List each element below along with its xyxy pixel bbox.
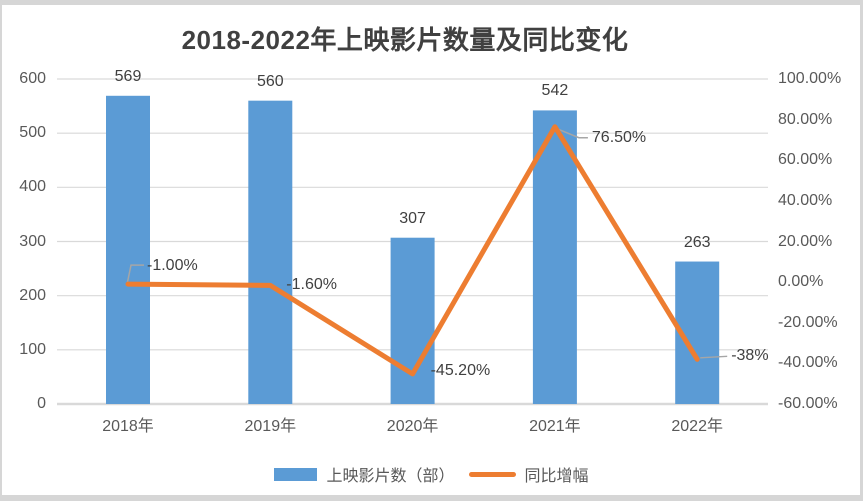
left-axis-tick: 500 bbox=[19, 124, 46, 142]
line-data-label: -45.20% bbox=[430, 361, 491, 379]
chart-title: 2018-2022年上映影片数量及同比变化 bbox=[181, 25, 629, 55]
leader-line-2018年 bbox=[126, 264, 144, 283]
bar-series-swatch bbox=[274, 467, 318, 481]
bar-data-label: 569 bbox=[114, 67, 142, 85]
line-data-label: -38% bbox=[731, 346, 769, 364]
right-axis-tick: 80.00% bbox=[778, 110, 833, 128]
x-axis-label: 2022年 bbox=[671, 418, 723, 435]
right-axis-tick: 100.00% bbox=[778, 70, 842, 87]
left-axis-tick: 100 bbox=[19, 340, 46, 358]
legend-item-line-series[interactable]: 同比增幅 bbox=[455, 462, 589, 486]
bar-series-label: 上映影片数（部） bbox=[326, 468, 455, 485]
left-axis-tick: 200 bbox=[19, 286, 46, 304]
left-axis-tick: 400 bbox=[19, 178, 46, 196]
left-axis-tick: 300 bbox=[19, 232, 46, 250]
bar-2019年[interactable] bbox=[248, 100, 293, 405]
left-axis-tick: 0 bbox=[37, 395, 46, 412]
legend-item-bar-series[interactable]: 上映影片数（部） bbox=[274, 462, 455, 486]
line-series-label: 同比增幅 bbox=[524, 468, 589, 485]
legend: 上映影片数（部） 同比增幅 bbox=[0, 462, 863, 486]
leader-line-2022年 bbox=[700, 355, 728, 359]
bar-data-label: 560 bbox=[256, 72, 284, 90]
right-axis-tick: -20.00% bbox=[778, 313, 838, 331]
bar-2021年[interactable] bbox=[532, 110, 577, 405]
line-data-label: 76.50% bbox=[591, 128, 647, 146]
x-axis-label: 2020年 bbox=[386, 418, 439, 435]
x-axis-label: 2019年 bbox=[244, 418, 297, 435]
bar-data-label: 542 bbox=[541, 82, 569, 100]
bar-2018年[interactable] bbox=[106, 95, 150, 405]
right-axis-tick: -40.00% bbox=[778, 354, 838, 372]
line-series-swatch bbox=[468, 471, 516, 477]
right-axis-tick: 40.00% bbox=[778, 191, 833, 209]
x-axis-label: 2021年 bbox=[529, 418, 581, 435]
line-data-label: -1.60% bbox=[286, 276, 337, 294]
right-axis-tick: 0.00% bbox=[778, 273, 824, 291]
line-data-label: -1.00% bbox=[147, 257, 198, 275]
right-axis-tick: 60.00% bbox=[778, 151, 833, 169]
bar-2020年[interactable] bbox=[390, 237, 435, 404]
bar-data-label: 263 bbox=[683, 233, 711, 251]
left-axis-tick: 600 bbox=[19, 70, 46, 87]
x-axis-label: 2018年 bbox=[102, 418, 154, 435]
leader-line-2021年 bbox=[556, 128, 588, 139]
right-axis-tick: -60.00% bbox=[778, 395, 838, 412]
line-series[interactable] bbox=[125, 124, 700, 377]
bar-data-label: 307 bbox=[399, 209, 426, 227]
right-axis-tick: 20.00% bbox=[778, 232, 833, 250]
